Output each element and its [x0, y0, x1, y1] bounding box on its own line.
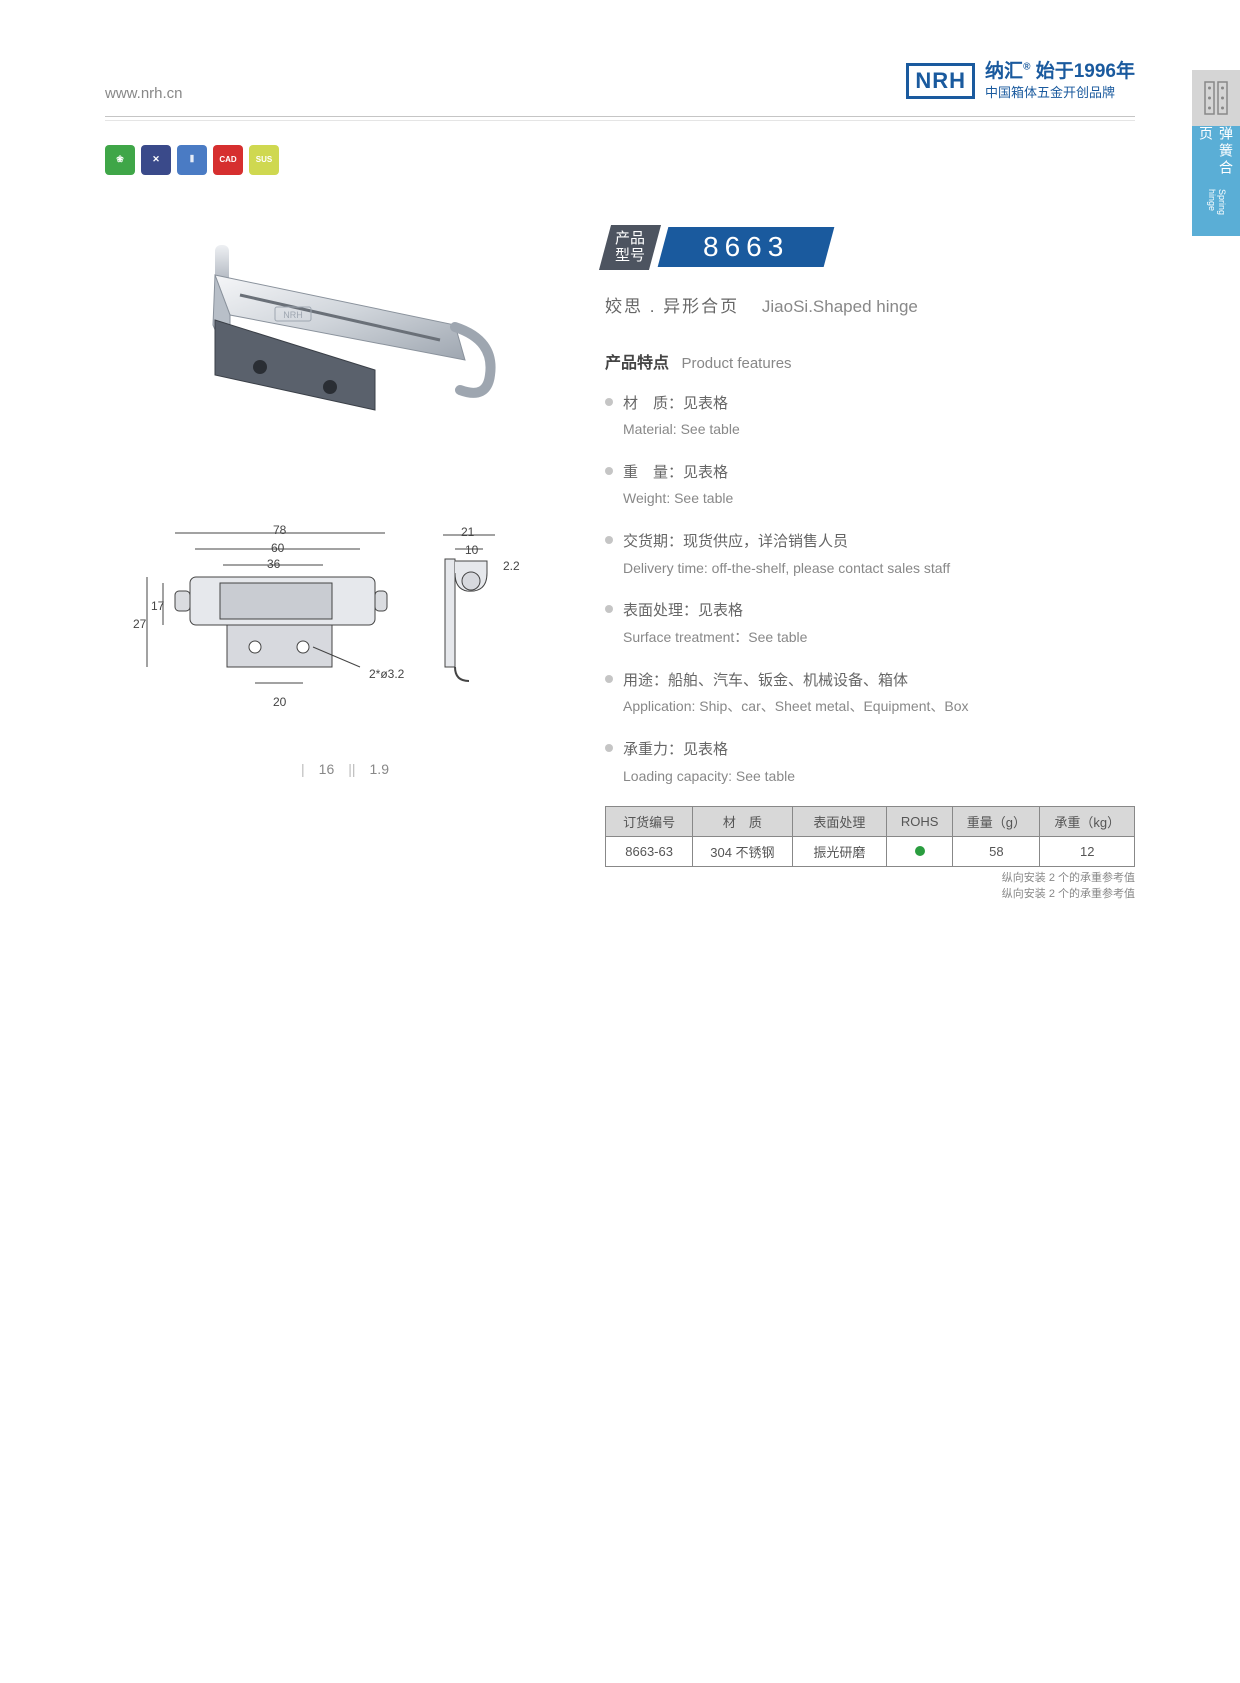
- feature-en: Application: Ship、car、Sheet metal、Equipm…: [623, 695, 1135, 719]
- model-header: 产品型号 8663: [605, 225, 1135, 270]
- hinge-icon: [1192, 70, 1240, 126]
- dim-78-label: 78: [273, 523, 286, 537]
- left-column: NRH: [105, 215, 585, 903]
- leaf-icon: ❀: [105, 145, 135, 175]
- features-title-en: Product features: [681, 355, 791, 372]
- features-list: 材 质：见表格Material: See table 重 量：见表格Weight:…: [605, 391, 1135, 789]
- svg-text:NRH: NRH: [283, 310, 303, 320]
- footnote-2: 纵向安装 2 个的承重参考值: [605, 887, 1135, 902]
- feature-item: 材 质：见表格Material: See table: [605, 391, 1135, 442]
- feature-item: 重 量：见表格Weight: See table: [605, 460, 1135, 511]
- footnote-1: 纵向安装 2 个的承重参考值: [605, 871, 1135, 886]
- technical-drawing: 78 60 36 27 17 20 2*ø3.2 21 10 2.2: [105, 495, 565, 755]
- model-number: 8663: [658, 227, 835, 267]
- feature-en: Weight: See table: [623, 487, 1135, 511]
- features-title-cn: 产品特点: [605, 355, 669, 372]
- header-divider-2: [105, 120, 1135, 121]
- spec-col-header: ROHS: [887, 807, 953, 837]
- dim-36-label: 36: [267, 557, 280, 571]
- dim-1-9: 1.9: [370, 761, 389, 777]
- feature-cn: 交货期：现货供应，详洽销售人员: [623, 529, 1135, 555]
- table-cell: 304 不锈钢: [693, 837, 792, 867]
- website-url[interactable]: www.nrh.cn: [105, 85, 183, 102]
- spec-col-header: 承重（kg）: [1040, 807, 1135, 837]
- dim-60-label: 60: [271, 541, 284, 555]
- product-name-en: JiaoSi.Shaped hinge: [762, 297, 918, 316]
- spec-col-header: 订货编号: [606, 807, 693, 837]
- brand-text: 纳汇® 始于1996年 中国箱体五金开创品牌: [985, 60, 1135, 102]
- dim-17-label: 17: [151, 599, 164, 613]
- brand-cn: 纳汇: [985, 61, 1023, 82]
- cad-icon: CAD: [213, 145, 243, 175]
- table-cell: [887, 837, 953, 867]
- page-header: www.nrh.cn NRH 纳汇® 始于1996年 中国箱体五金开创品牌: [105, 60, 1135, 114]
- page-footer-dims: |16||1.9: [105, 761, 585, 777]
- feature-item: 交货期：现货供应，详洽销售人员Delivery time: off-the-sh…: [605, 529, 1135, 580]
- dim-10-label: 10: [465, 543, 478, 557]
- spec-col-header: 材 质: [693, 807, 792, 837]
- spec-col-header: 表面处理: [792, 807, 887, 837]
- sus-icon: SUS: [249, 145, 279, 175]
- spring-icon: ⦀: [177, 145, 207, 175]
- dim-hole-label: 2*ø3.2: [369, 667, 404, 681]
- header-divider: [105, 116, 1135, 117]
- dim-27-label: 27: [133, 617, 146, 631]
- table-cell: 12: [1040, 837, 1135, 867]
- table-footnote: 纵向安装 2 个的承重参考值 纵向安装 2 个的承重参考值: [605, 871, 1135, 902]
- features-title: 产品特点 Product features: [605, 349, 1135, 373]
- dim-16: 16: [319, 761, 335, 777]
- table-cell: 振光研磨: [792, 837, 887, 867]
- nrh-logo: NRH: [906, 63, 975, 99]
- brand-block: NRH 纳汇® 始于1996年 中国箱体五金开创品牌: [906, 60, 1135, 102]
- feature-item: 承重力：见表格Loading capacity: See table: [605, 737, 1135, 788]
- feature-cn: 用途：船舶、汽车、钣金、机械设备、箱体: [623, 668, 1135, 694]
- feature-en: Surface treatment：See table: [623, 626, 1135, 650]
- side-category-tab: 弹簧合页 Spring hinge: [1192, 70, 1240, 236]
- spec-col-header: 重量（g）: [953, 807, 1040, 837]
- feature-item: 表面处理：见表格Surface treatment：See table: [605, 598, 1135, 649]
- table-cell: 58: [953, 837, 1040, 867]
- side-tab-cn: 弹簧合页: [1196, 126, 1236, 189]
- feature-item: 用途：船舶、汽车、钣金、机械设备、箱体Application: Ship、car…: [605, 668, 1135, 719]
- brand-slogan: 中国箱体五金开创品牌: [985, 85, 1135, 102]
- brand-r: ®: [1023, 62, 1030, 73]
- rohs-indicator-icon: [915, 846, 925, 856]
- model-label: 产品型号: [599, 225, 661, 270]
- spec-table-header: 订货编号材 质表面处理ROHS重量（g）承重（kg）: [606, 807, 1135, 837]
- feature-cn: 表面处理：见表格: [623, 598, 1135, 624]
- dim-20-label: 20: [273, 695, 286, 709]
- side-tab-en: Spring hinge: [1207, 189, 1227, 236]
- category-icon-row: ❀ ✕ ⦀ CAD SUS: [105, 145, 1135, 175]
- right-column: 产品型号 8663 姣思 . 异形合页 JiaoSi.Shaped hinge …: [605, 215, 1135, 903]
- spec-table: 订货编号材 质表面处理ROHS重量（g）承重（kg） 8663-63304 不锈…: [605, 806, 1135, 867]
- table-cell: 8663-63: [606, 837, 693, 867]
- product-render: NRH: [145, 215, 545, 455]
- product-name-cn: 姣思 . 异形合页: [605, 297, 739, 316]
- feature-cn: 重 量：见表格: [623, 460, 1135, 486]
- feature-cn: 材 质：见表格: [623, 391, 1135, 417]
- feature-en: Delivery time: off-the-shelf, please con…: [623, 557, 1135, 581]
- dim-21-label: 21: [461, 525, 474, 539]
- feature-en: Loading capacity: See table: [623, 765, 1135, 789]
- table-row: 8663-63304 不锈钢振光研磨 5812: [606, 837, 1135, 867]
- feature-en: Material: See table: [623, 418, 1135, 442]
- product-name: 姣思 . 异形合页 JiaoSi.Shaped hinge: [605, 292, 1135, 317]
- brand-year: 始于1996年: [1036, 61, 1135, 82]
- feature-cn: 承重力：见表格: [623, 737, 1135, 763]
- side-tab-label: 弹簧合页 Spring hinge: [1192, 126, 1240, 236]
- cross-icon: ✕: [141, 145, 171, 175]
- dim-2-2-label: 2.2: [503, 559, 520, 573]
